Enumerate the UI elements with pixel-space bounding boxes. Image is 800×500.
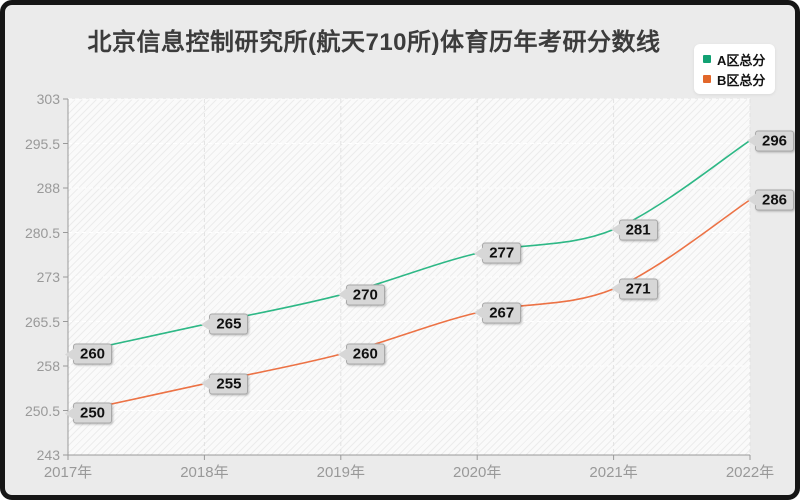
data-label: 281 [618,219,658,241]
series-line-0 [67,139,751,355]
x-axis-label: 2020年 [453,464,502,481]
x-axis-label: 2017年 [43,464,93,481]
y-axis-label: 280.5 [24,224,60,241]
data-label: 270 [345,284,385,306]
legend: A区总分 B区总分 [694,44,776,94]
data-label: 265 [209,313,249,335]
legend-label: B区总分 [717,72,766,88]
y-axis-label: 295.5 [24,135,60,152]
y-axis-label: 273 [36,269,60,285]
x-axis-label: 2022年 [725,464,775,481]
legend-label: A区总分 [717,52,766,68]
legend-swatch-icon [703,75,711,83]
legend-item-0[interactable]: A区总分 [703,49,765,69]
y-axis-label: 303 [36,91,60,107]
y-axis-label: 265.5 [24,313,60,330]
data-label: 296 [755,130,795,152]
y-axis-label: 288 [36,180,60,196]
data-label: 255 [209,373,249,395]
y-axis-label: 243 [36,447,60,463]
y-axis-label: 258 [36,358,60,374]
data-label: 260 [345,343,385,365]
legend-item-1[interactable]: B区总分 [703,69,765,89]
legend-swatch-icon [703,55,711,63]
x-axis-label: 2021年 [589,464,638,481]
y-axis-label: 250.5 [24,402,60,419]
data-label: 277 [482,242,522,264]
data-label: 286 [755,189,795,211]
x-axis-label: 2019年 [316,464,365,481]
x-axis-label: 2018年 [180,464,229,481]
data-label: 260 [73,343,113,365]
data-label: 271 [618,278,658,300]
data-label: 250 [73,402,113,424]
series-line-1 [67,199,751,415]
data-label: 267 [482,302,522,324]
chart-title: 北京信息控制研究所(航天710所)体育历年考研分数线 [87,29,661,56]
